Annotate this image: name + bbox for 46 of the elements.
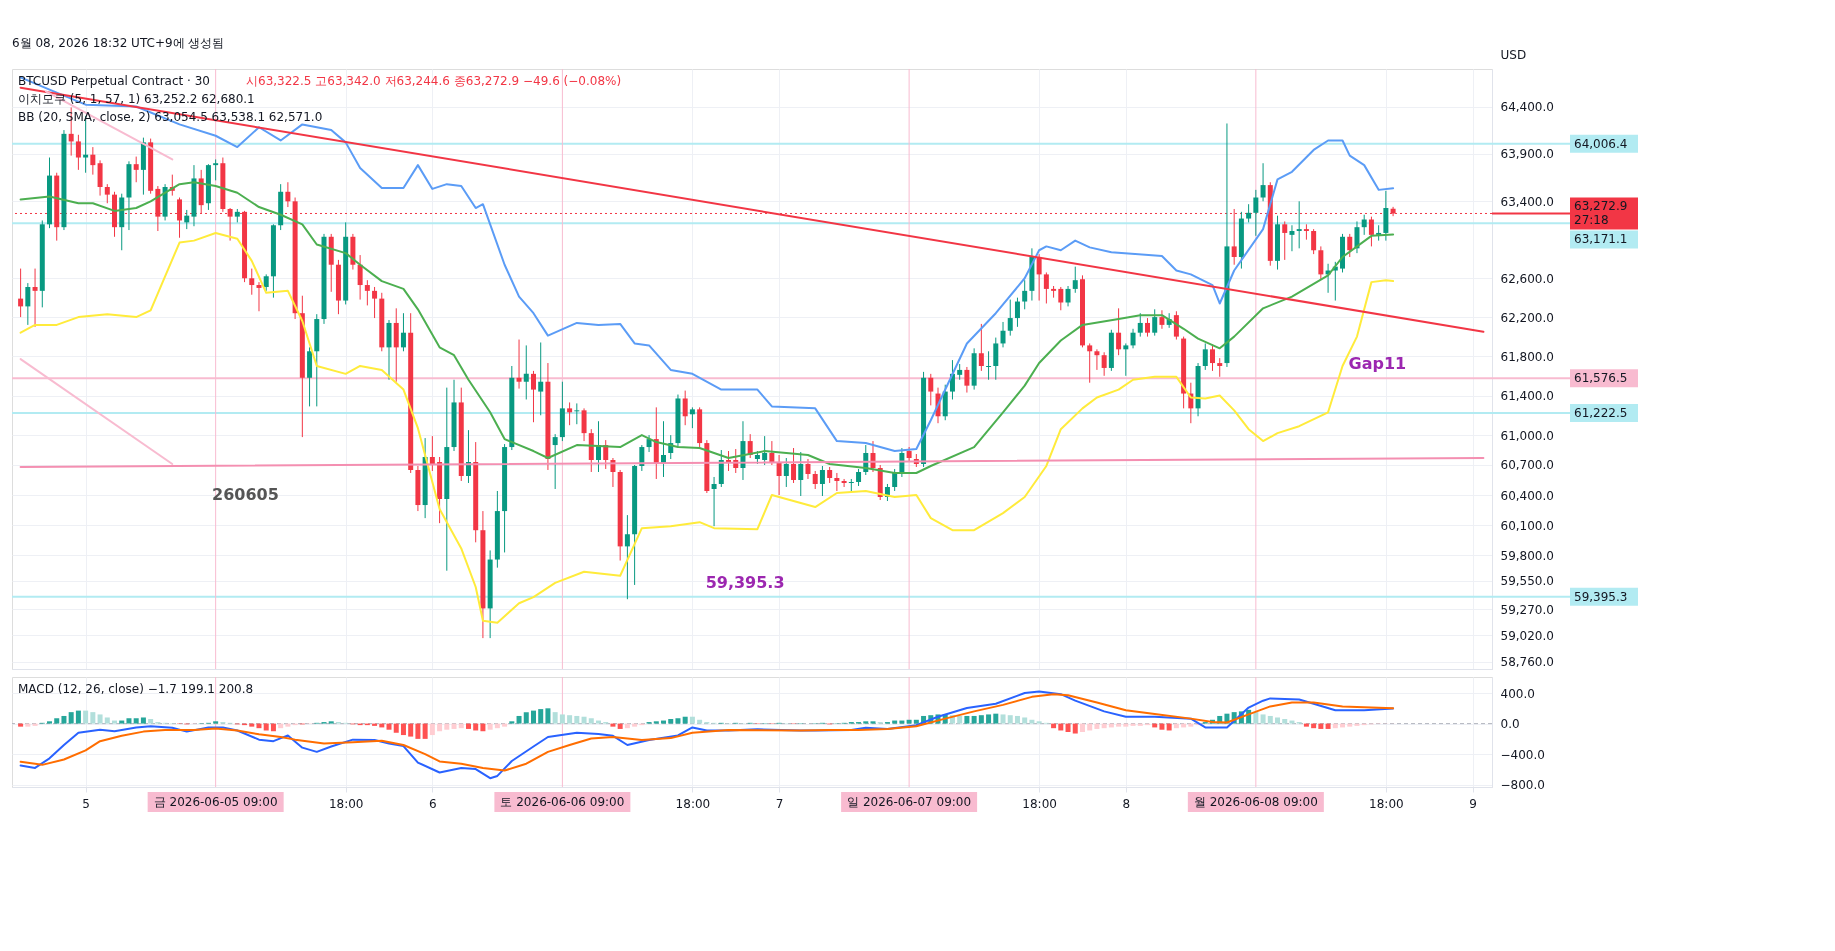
ref-line-label: 63,171.1 [1574, 232, 1628, 247]
ref-line-label: 토 2026-06-06 09:00 [500, 795, 625, 809]
y-tick-label: 63,400.0 [1500, 194, 1554, 209]
x-tick-label: 8 [1122, 796, 1131, 811]
ref-line-label: 금 2026-06-05 09:00 [153, 795, 278, 809]
x-tick-label: 18:00 [675, 796, 711, 811]
x-tick-label: 18:00 [328, 796, 364, 811]
y-tick-label: 61,800.0 [1500, 349, 1554, 364]
x-tick-label: 6 [429, 796, 437, 811]
x-tick-label: 18:00 [1022, 796, 1057, 811]
x-tick-label: 9 [1469, 796, 1477, 811]
chart-subtitle: 시63,322.5 고63,342.0 저63,244.6 종63,272.9 −49.6 (−0.08%) [246, 74, 622, 88]
y-tick-label: 60,700.0 [1500, 458, 1554, 473]
annotation: Gap11 [1348, 354, 1407, 374]
y-tick-label: 59,270.0 [1500, 602, 1554, 617]
ref-line-label: 일 2026-06-07 09:00 [847, 795, 972, 809]
y-axis-title: USD [1500, 47, 1527, 62]
text: 6월 08, 2026 18:32 UTC+9에 생성됨 [12, 36, 225, 50]
y-tick-label: 59,550.0 [1500, 574, 1554, 589]
y-tick-label: 60,100.0 [1500, 518, 1554, 533]
y-tick-label: 400.0 [1500, 686, 1535, 701]
x-tick-label: 7 [775, 796, 784, 811]
y-tick-label: 58,760.0 [1500, 655, 1554, 670]
y-tick-label: 59,020.0 [1500, 628, 1554, 643]
x-tick-label: 18:00 [1369, 796, 1404, 811]
y-tick-label: 62,600.0 [1500, 271, 1554, 286]
annotation: 260605 [212, 485, 279, 504]
y-tick-label: 62,200.0 [1500, 310, 1554, 325]
annotation: MACD (12, 26, close) −1.7 199.1 200.8 [18, 682, 254, 696]
ref-line-label: 63,272.9 27:18 [1574, 199, 1628, 228]
y-tick-label: 60,400.0 [1500, 488, 1554, 503]
y-tick-label: 63,900.0 [1500, 147, 1554, 162]
y-tick-label: −800.0 [1500, 778, 1545, 793]
y-tick-label: 61,400.0 [1500, 389, 1554, 404]
y-tick-label: 59,800.0 [1500, 548, 1554, 563]
y-tick-label: 61,000.0 [1500, 428, 1554, 443]
y-tick-label: 0.0 [1500, 717, 1520, 732]
ref-line-label: 59,395.3 [1574, 589, 1628, 604]
x-tick-label: 5 [82, 796, 90, 811]
ref-line-label: 61,222.5 [1574, 406, 1628, 421]
ref-line-label: 61,576.5 [1574, 371, 1628, 386]
y-tick-label: 64,400.0 [1500, 100, 1554, 115]
ref-line-label: 64,006.4 [1574, 136, 1628, 151]
y-tick-label: −400.0 [1500, 747, 1545, 762]
annotation: 59,395.3 [705, 572, 785, 592]
ref-line-label: 월 2026-06-08 09:00 [1193, 795, 1318, 809]
